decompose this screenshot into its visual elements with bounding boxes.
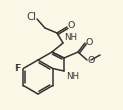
- Text: NH: NH: [66, 72, 79, 81]
- Text: O: O: [68, 20, 75, 29]
- Text: O: O: [86, 38, 93, 47]
- Text: Cl: Cl: [26, 12, 36, 22]
- Text: O: O: [88, 56, 95, 64]
- Text: F: F: [15, 64, 20, 73]
- Text: F: F: [14, 64, 19, 73]
- Text: NH: NH: [64, 33, 77, 42]
